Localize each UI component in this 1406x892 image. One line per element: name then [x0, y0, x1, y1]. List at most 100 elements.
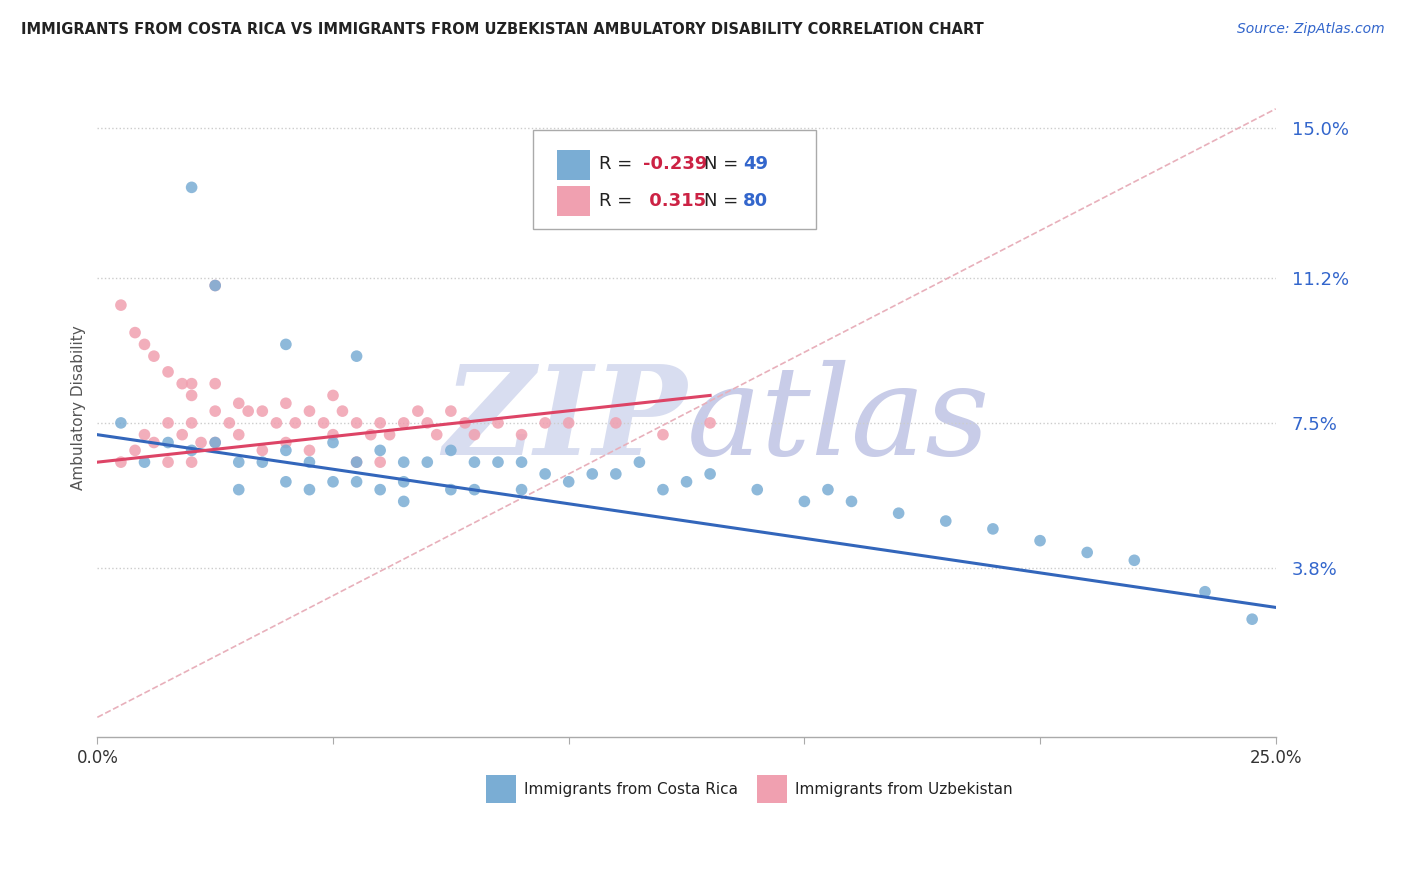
Point [557, 416, 579, 430]
Point [204, 278, 226, 293]
Point [110, 416, 132, 430]
Point [699, 467, 721, 481]
Point [440, 483, 463, 497]
Point [378, 427, 401, 442]
Point [228, 427, 250, 442]
Point [124, 443, 146, 458]
Text: N =: N = [704, 155, 744, 174]
Point [252, 404, 274, 418]
Point [274, 435, 297, 450]
Point [180, 180, 202, 194]
Point [142, 349, 165, 363]
Point [1241, 612, 1264, 626]
Text: ZIP: ZIP [443, 359, 686, 481]
Point [204, 435, 226, 450]
Text: IMMIGRANTS FROM COSTA RICA VS IMMIGRANTS FROM UZBEKISTAN AMBULATORY DISABILITY C: IMMIGRANTS FROM COSTA RICA VS IMMIGRANTS… [21, 22, 984, 37]
Text: Immigrants from Costa Rica: Immigrants from Costa Rica [524, 781, 738, 797]
Text: atlas: atlas [686, 359, 990, 481]
Y-axis label: Ambulatory Disability: Ambulatory Disability [72, 325, 86, 490]
Point [1076, 545, 1098, 559]
Point [124, 326, 146, 340]
Point [486, 416, 509, 430]
Point [652, 427, 675, 442]
Point [190, 435, 212, 450]
Point [180, 443, 202, 458]
Point [312, 416, 335, 430]
Point [134, 337, 156, 351]
Point [652, 483, 675, 497]
Point [346, 455, 368, 469]
Point [322, 475, 344, 489]
Point [266, 416, 288, 430]
Point [204, 278, 226, 293]
Text: R =: R = [599, 155, 638, 174]
Point [368, 483, 391, 497]
Point [157, 416, 180, 430]
Point [228, 483, 250, 497]
Bar [486, 775, 516, 803]
Point [416, 416, 439, 430]
Point [298, 455, 321, 469]
Bar [557, 150, 591, 179]
Point [346, 475, 368, 489]
Point [935, 514, 957, 528]
Bar [557, 186, 591, 216]
Point [392, 416, 415, 430]
Point [346, 416, 368, 430]
Point [1123, 553, 1146, 567]
Point [134, 427, 156, 442]
Point [228, 455, 250, 469]
Point [581, 467, 603, 481]
Point [180, 388, 202, 402]
Point [298, 483, 321, 497]
Point [1194, 584, 1216, 599]
Point [557, 475, 579, 489]
Point [605, 416, 627, 430]
Point [238, 404, 260, 418]
Text: Source: ZipAtlas.com: Source: ZipAtlas.com [1237, 22, 1385, 37]
Point [332, 404, 354, 418]
Point [416, 455, 439, 469]
Point [841, 494, 863, 508]
Text: -0.239: -0.239 [643, 155, 707, 174]
Point [534, 416, 557, 430]
Point [534, 467, 557, 481]
Text: R =: R = [599, 192, 638, 210]
Point [252, 455, 274, 469]
Point [134, 455, 156, 469]
Point [699, 416, 721, 430]
Point [392, 494, 415, 508]
Point [510, 455, 533, 469]
Point [274, 337, 297, 351]
Point [1029, 533, 1052, 548]
Point [454, 416, 477, 430]
Point [204, 435, 226, 450]
Point [463, 455, 485, 469]
Point [675, 475, 697, 489]
Point [440, 404, 463, 418]
Point [346, 349, 368, 363]
Point [368, 416, 391, 430]
Text: 49: 49 [744, 155, 768, 174]
Point [368, 455, 391, 469]
Text: Immigrants from Uzbekistan: Immigrants from Uzbekistan [794, 781, 1012, 797]
Point [180, 376, 202, 391]
Point [510, 483, 533, 497]
Point [218, 416, 240, 430]
Point [142, 435, 165, 450]
Point [747, 483, 769, 497]
Point [322, 388, 344, 402]
Point [204, 404, 226, 418]
Point [180, 416, 202, 430]
Point [252, 443, 274, 458]
Text: 0.315: 0.315 [643, 192, 706, 210]
Point [440, 443, 463, 458]
Point [274, 443, 297, 458]
Point [110, 298, 132, 312]
Bar [758, 775, 787, 803]
Point [981, 522, 1004, 536]
Point [605, 467, 627, 481]
Point [346, 455, 368, 469]
Point [463, 483, 485, 497]
Point [172, 427, 194, 442]
